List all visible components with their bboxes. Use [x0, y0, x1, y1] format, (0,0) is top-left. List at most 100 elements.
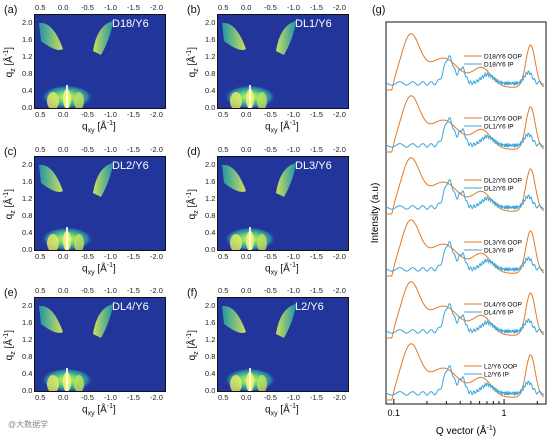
- top-tick-label: 0.0: [58, 3, 69, 12]
- y-tick-label: 0.4: [205, 228, 216, 237]
- gi-pattern: [39, 163, 113, 250]
- top-tick-label: -0.5: [264, 145, 277, 154]
- top-tick-label: -1.0: [287, 145, 300, 154]
- bottom-tick-label: 0.5: [218, 110, 229, 119]
- series-line: [385, 241, 545, 273]
- x-axis-label: qxy [Å-1]: [82, 120, 116, 135]
- bottom-tick-label: -1.0: [104, 393, 117, 402]
- bottom-tick-label: -2.0: [150, 252, 163, 261]
- series-line: [385, 365, 545, 397]
- y-tick-label: 2.0: [22, 301, 33, 310]
- top-tick-label: 0.0: [241, 286, 252, 295]
- bottom-tick-label: -1.5: [310, 393, 323, 402]
- bottom-tick-label: 0.0: [58, 110, 69, 119]
- bottom-tick-label: 0.5: [218, 393, 229, 402]
- watermark: @大数据学: [8, 420, 49, 429]
- top-tick-label: -1.0: [287, 3, 300, 12]
- bottom-tick-label: -1.0: [104, 252, 117, 261]
- top-tick-label: -2.0: [333, 3, 346, 12]
- chart-label: (g): [372, 4, 386, 16]
- legend-label: DL3/Y6 OOP: [484, 240, 522, 247]
- top-tick-label: -1.5: [310, 3, 323, 12]
- top-tick-label: -0.5: [81, 145, 94, 154]
- x-axis-label: qxy [Å-1]: [265, 120, 299, 135]
- legend-label: DL4/Y6 IP: [484, 310, 514, 317]
- top-tick-label: -1.0: [104, 3, 117, 12]
- y-tick-label: 2.0: [205, 18, 216, 27]
- panel-label: (b): [187, 4, 201, 16]
- line-profile-chart: (g) 0.1 1 Q vector (Å-1) Intensity (a.u) D18…: [370, 0, 554, 439]
- y-tick-label: 0.4: [22, 86, 33, 95]
- y-tick-label: 0.4: [205, 369, 216, 378]
- y-tick-label: 0.0: [22, 386, 33, 395]
- series-line: [385, 303, 545, 335]
- y-tick-label: 0.4: [22, 228, 33, 237]
- top-tick-label: -1.5: [127, 145, 140, 154]
- top-tick-label: 0.0: [58, 145, 69, 154]
- top-tick-label: 0.5: [35, 286, 46, 295]
- sample-name: DL2/Y6: [112, 160, 149, 172]
- x-axis-label: qxy [Å-1]: [265, 403, 299, 418]
- x-axis-label: qxy [Å-1]: [82, 403, 116, 418]
- gi-image: [34, 156, 166, 251]
- gi-pattern: [222, 304, 296, 391]
- top-tick-label: -2.0: [333, 286, 346, 295]
- gi-panel: (e) 0.5 0.5 0.0 0.0 -0.5 -0.5 -1.0 -1.0 -1.5 -1.5-…: [0, 283, 183, 423]
- y-tick-label: 1.2: [22, 52, 33, 61]
- bottom-tick-label: -0.5: [81, 110, 94, 119]
- bottom-tick-label: 0.5: [35, 252, 46, 261]
- bottom-tick-label: -1.5: [310, 110, 323, 119]
- y-tick-label: 1.6: [205, 35, 216, 44]
- gi-panel: (c) 0.5 0.5 0.0 0.0 -0.5 -0.5 -1.0 -1.0 -1.5 -1.5-…: [0, 142, 183, 282]
- y-tick-label: 0.0: [205, 245, 216, 254]
- bottom-tick-label: 0.0: [241, 110, 252, 119]
- bottom-tick-label: -1.0: [287, 110, 300, 119]
- y-tick-label: 1.2: [22, 335, 33, 344]
- panel-label: (f): [187, 287, 198, 299]
- legend-label: DL3/Y6 IP: [484, 248, 514, 255]
- bottom-tick-label: -1.0: [287, 252, 300, 261]
- bottom-tick-label: -2.0: [333, 393, 346, 402]
- gi-pattern: [39, 21, 113, 108]
- sample-name: DL3/Y6: [295, 160, 332, 172]
- y-tick-label: 1.6: [205, 318, 216, 327]
- y-axis-label: qz [Å-1]: [2, 330, 18, 361]
- bottom-tick-label: -0.5: [81, 393, 94, 402]
- gi-panel: (d) 0.5 0.5 0.0 0.0 -0.5 -0.5 -1.0 -1.0 -1.5 -1.5-…: [183, 142, 366, 282]
- bottom-tick-label: -0.5: [81, 252, 94, 261]
- gi-image: [34, 297, 166, 392]
- line-chart-svg: 0.1 1 Q vector (Å-1) Intensity (a.u) D18/Y6 …: [370, 21, 547, 437]
- top-tick-label: -1.5: [127, 3, 140, 12]
- y-tick-label: 0.0: [22, 245, 33, 254]
- gi-pattern: [39, 304, 113, 391]
- top-tick-label: 0.5: [218, 286, 229, 295]
- legend-label: L2/Y6 OOP: [484, 364, 517, 371]
- y-axis-label: qz [Å-1]: [185, 47, 201, 78]
- bottom-tick-label: 0.0: [58, 393, 69, 402]
- y-tick-label: 0.8: [22, 69, 33, 78]
- y-tick-label: 0.8: [205, 211, 216, 220]
- top-tick-label: 0.5: [218, 145, 229, 154]
- bottom-tick-label: -0.5: [264, 393, 277, 402]
- y-tick-label: 1.2: [205, 194, 216, 203]
- gi-pattern: [222, 163, 296, 250]
- legend-label: DL2/Y6 IP: [484, 186, 514, 193]
- y-tick-label: 1.2: [22, 194, 33, 203]
- y-tick-label: 2.0: [22, 160, 33, 169]
- legend-label: L2/Y6 IP: [484, 372, 509, 379]
- bottom-tick-label: -1.5: [127, 393, 140, 402]
- legend-label: DL2/Y6 OOP: [484, 178, 522, 185]
- y-tick-label: 0.8: [22, 352, 33, 361]
- y-tick-label: 0.4: [205, 86, 216, 95]
- y-axis-label: qz [Å-1]: [2, 189, 18, 220]
- bottom-tick-label: -1.0: [287, 393, 300, 402]
- bottom-tick-label: -2.0: [150, 393, 163, 402]
- y-tick-label: 0.0: [22, 103, 33, 112]
- panel-label: (d): [187, 146, 201, 158]
- top-tick-label: -1.0: [104, 286, 117, 295]
- top-tick-label: 0.5: [35, 145, 46, 154]
- gi-panel: (a) 0.5 0.5 0.0 0.0 -0.5 -0.5 -1.0 -1.0 -1.5 -1.5-…: [0, 0, 183, 140]
- top-tick-label: 0.0: [241, 3, 252, 12]
- bottom-tick-label: 0.0: [241, 393, 252, 402]
- top-tick-label: 0.5: [35, 3, 46, 12]
